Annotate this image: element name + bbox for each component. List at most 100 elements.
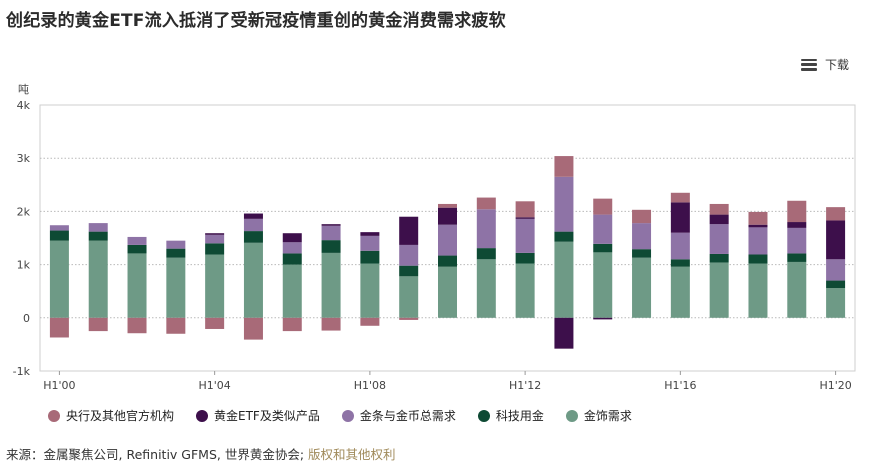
bar-segment — [438, 224, 457, 256]
x-tick-label: H1'04 — [198, 379, 230, 392]
bar-segment — [399, 317, 419, 320]
bar-segment — [360, 317, 380, 326]
bar-segment — [593, 243, 613, 253]
bar-segment — [399, 244, 419, 266]
bar-segment — [632, 257, 652, 318]
bar-segment — [205, 233, 225, 235]
x-tick-label: H1'00 — [43, 379, 75, 392]
bar-segment — [632, 249, 652, 258]
bar-segment — [205, 317, 225, 329]
bar-segment — [282, 253, 302, 265]
y-tick-label: 0 — [23, 312, 30, 325]
bar-segment — [321, 252, 341, 318]
bar-segment — [787, 261, 807, 318]
bar-segment — [670, 202, 690, 233]
bar-segment — [360, 232, 380, 236]
legend-item[interactable]: 科技用金 — [477, 407, 544, 424]
bar-segment — [282, 317, 302, 332]
bar-segment — [476, 197, 496, 210]
bar-segment — [127, 253, 147, 318]
bar-segment — [282, 242, 302, 254]
bar-segment — [399, 216, 419, 245]
bar-segment — [709, 262, 729, 318]
bar-segment — [49, 317, 69, 338]
bar-segment — [88, 240, 108, 318]
bar-segment — [670, 192, 690, 203]
legend-item[interactable]: 央行及其他官方机构 — [48, 407, 174, 424]
bar-segment — [593, 252, 613, 318]
bar-segment — [709, 224, 729, 254]
bar-segment — [826, 288, 846, 318]
bar-segment — [787, 253, 807, 262]
legend-swatch — [48, 409, 60, 422]
bar-segment — [670, 266, 690, 318]
bar-segment — [243, 317, 263, 340]
bar-segment — [205, 243, 225, 255]
bar-segment — [593, 214, 613, 244]
source-note: 来源：金属聚焦公司, Refinitiv GFMS, 世界黄金协会; 版权和其他… — [6, 444, 396, 463]
bar-segment — [554, 317, 574, 349]
bar-segment — [826, 207, 846, 221]
y-axis-unit: 吨 — [18, 83, 29, 96]
rights-link[interactable]: 版权和其他权利 — [308, 447, 396, 462]
bar-segment — [88, 223, 108, 232]
bar-segment — [748, 211, 768, 225]
bar-segment — [515, 201, 535, 218]
source-text: 金属聚焦公司, Refinitiv GFMS, 世界黄金协会; — [43, 447, 305, 462]
legend-item[interactable]: 金饰需求 — [565, 407, 632, 424]
bar-segment — [515, 252, 535, 264]
bar-segment — [166, 248, 186, 258]
bar-segment — [476, 248, 496, 260]
legend-label: 黄金ETF及类似产品 — [214, 409, 320, 423]
bar-segment — [205, 254, 225, 318]
bar-segment — [360, 235, 380, 251]
legend-item[interactable]: 黄金ETF及类似产品 — [196, 407, 320, 424]
bar-segment — [787, 200, 807, 223]
x-tick-label: H1'16 — [664, 379, 696, 392]
bar-segment — [554, 176, 574, 232]
chart-title: 创纪录的黄金ETF流入抵消了受新冠疫情重创的黄金消费需求疲软 — [6, 11, 506, 31]
bar-segment — [49, 240, 69, 318]
bar-segment — [49, 230, 69, 241]
bar-segment — [243, 231, 263, 243]
bar-segment — [49, 225, 69, 231]
bar-segment — [709, 253, 729, 263]
x-tick-label: H1'08 — [354, 379, 386, 392]
bar-segment — [554, 231, 574, 242]
download-menu[interactable]: 下载 — [800, 56, 849, 73]
bar-segment — [127, 317, 147, 334]
bar-segment — [476, 259, 496, 318]
bar-segment — [88, 231, 108, 241]
bar-segment — [709, 203, 729, 215]
legend-swatch — [565, 409, 578, 422]
bar-segment — [670, 232, 690, 260]
y-tick-label: 2k — [17, 205, 31, 218]
bar-segment — [243, 213, 263, 219]
bar-segment — [632, 209, 652, 224]
legend-swatch — [341, 409, 354, 422]
bar-segment — [438, 203, 457, 208]
legend-label: 科技用金 — [495, 409, 544, 423]
legend-label: 金条与金币总需求 — [359, 409, 456, 423]
bar-segment — [166, 240, 186, 249]
bar-segment — [321, 240, 341, 253]
y-tick-label: 3k — [17, 152, 31, 165]
chart-legend: 央行及其他官方机构 黄金ETF及类似产品 金条与金币总需求 科技用金 金饰需求 — [48, 407, 632, 424]
bar-segment — [748, 224, 768, 228]
bar-segment — [321, 224, 341, 226]
bar-segment — [748, 254, 768, 264]
x-tick-label: H1'20 — [819, 379, 851, 392]
bar-segment — [166, 317, 186, 334]
bar-segment — [360, 263, 380, 318]
legend-item[interactable]: 金条与金币总需求 — [341, 407, 456, 424]
bar-segment — [709, 214, 729, 225]
legend-swatch — [477, 409, 490, 422]
bar-segment — [166, 257, 186, 318]
bar-segment — [282, 264, 302, 318]
bar-segment — [438, 255, 457, 267]
bar-segment — [554, 241, 574, 318]
bar-segment — [399, 265, 419, 277]
plot-frame — [39, 104, 856, 372]
bar-segment — [282, 233, 302, 243]
bar-segment — [127, 236, 147, 245]
